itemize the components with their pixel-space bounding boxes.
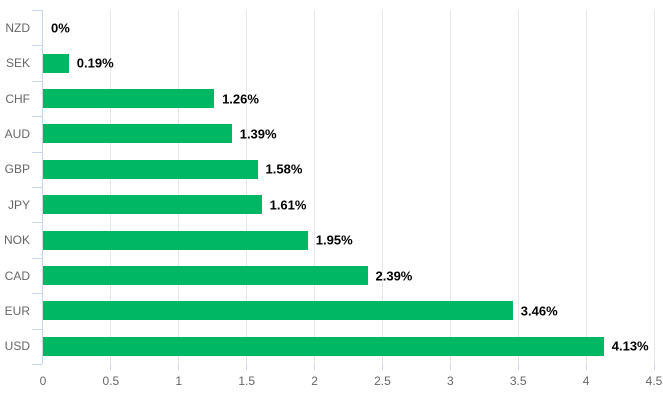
bar-value-label: 0.19%	[76, 55, 114, 71]
bar-cad[interactable]	[43, 266, 368, 285]
x-axis-tick-label: 2	[311, 374, 318, 388]
category-axis-tick	[32, 187, 42, 188]
value-axis-tick	[517, 364, 519, 370]
category-axis-tick	[32, 364, 42, 365]
value-axis-tick	[110, 364, 112, 370]
category-axis-tick	[32, 293, 42, 295]
category-label-nok: NOK	[3, 233, 30, 248]
bar-value-label: 4.13%	[611, 338, 649, 354]
category-axis-tick	[32, 116, 42, 118]
x-gridline	[381, 10, 383, 364]
bar-value-label: 1.95%	[315, 232, 353, 248]
category-axis-tick	[32, 222, 42, 224]
value-axis-tick	[246, 364, 248, 370]
category-axis-tick	[32, 45, 42, 47]
value-axis-tick	[314, 364, 316, 370]
bar-value-label: 1.58%	[265, 161, 303, 177]
category-label-gbp: GBP	[4, 162, 30, 177]
bar-gbp[interactable]	[43, 159, 258, 179]
value-axis-tick	[178, 364, 180, 370]
value-axis-tick	[653, 364, 655, 370]
x-axis-tick-label: 1.5	[238, 374, 255, 388]
x-gridline	[110, 10, 112, 364]
x-axis-tick-label: 2.5	[374, 374, 391, 388]
category-label-eur: EUR	[4, 303, 30, 318]
bar-aud[interactable]	[43, 124, 232, 144]
x-gridline	[653, 10, 655, 364]
value-axis-tick	[585, 364, 587, 370]
category-label-aud: AUD	[4, 126, 30, 141]
category-axis-tick	[32, 80, 42, 82]
category-label-nzd: NZD	[5, 20, 30, 35]
x-axis-tick-label: 0	[39, 374, 47, 388]
bar-value-label: 1.26%	[222, 91, 259, 106]
category-axis-line	[42, 10, 43, 364]
category-label-chf: CHF	[5, 91, 30, 106]
bar-sek[interactable]	[43, 53, 69, 73]
category-label-sek: SEK	[5, 56, 30, 71]
category-label-jpy: JPY	[7, 197, 30, 212]
bar-usd[interactable]	[43, 336, 604, 356]
x-gridline	[178, 10, 180, 364]
x-axis-tick-label: 1	[175, 374, 183, 388]
bar-nok[interactable]	[43, 230, 308, 250]
x-axis-tick-label: 3.5	[509, 374, 527, 388]
category-axis-tick	[32, 257, 42, 259]
category-axis-tick	[32, 10, 42, 11]
x-gridline	[314, 10, 316, 364]
bar-eur[interactable]	[43, 301, 513, 321]
bar-jpy[interactable]	[43, 195, 262, 215]
bar-value-label: 1.61%	[269, 197, 307, 213]
x-axis-tick-label: 0.5	[102, 374, 120, 388]
x-gridline	[246, 10, 248, 364]
x-axis-tick-label: 4	[582, 374, 590, 388]
bar-chf[interactable]	[43, 89, 215, 108]
value-axis-tick	[449, 364, 451, 370]
category-axis-tick	[32, 328, 42, 330]
x-gridline	[517, 10, 519, 364]
category-label-usd: USD	[4, 339, 30, 354]
bar-value-label: 1.39%	[239, 126, 277, 142]
bar-value-label: 3.46%	[520, 303, 558, 319]
value-axis-tick	[381, 364, 383, 370]
x-axis-tick-label: 3	[446, 374, 454, 388]
x-axis-tick-label: 4.5	[645, 374, 663, 388]
category-label-cad: CAD	[4, 268, 30, 283]
category-axis-tick	[32, 151, 42, 153]
x-gridline	[449, 10, 451, 364]
x-gridline	[585, 10, 587, 364]
bar-value-label: 2.39%	[375, 268, 413, 283]
bar-value-label: 0%	[51, 20, 70, 36]
